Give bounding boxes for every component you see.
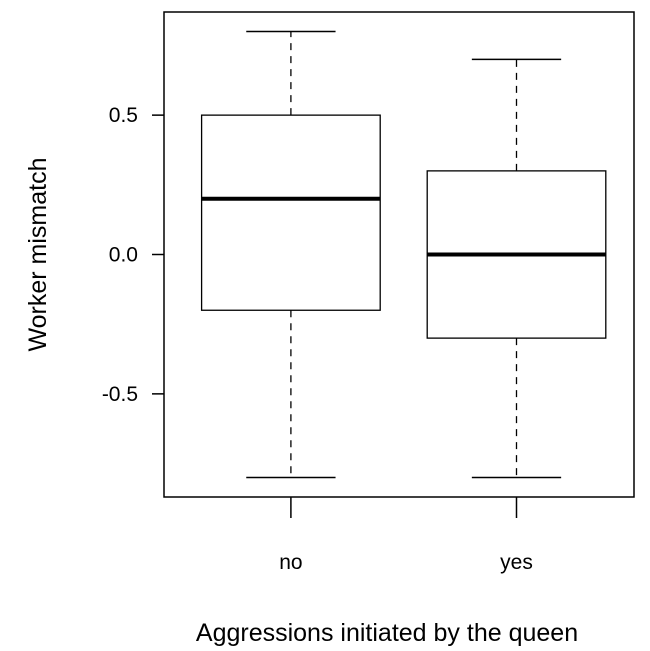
- x-tick-label: yes: [500, 551, 533, 574]
- x-axis: no yes: [279, 497, 533, 574]
- x-axis-title: Aggressions initiated by the queen: [196, 619, 578, 647]
- box-group-no: [200, 30, 381, 479]
- boxes-layer: [200, 30, 607, 479]
- y-tick-label: -0.5: [102, 383, 138, 406]
- y-axis: -0.5 0.0 0.5: [102, 104, 164, 406]
- x-tick-label: no: [279, 551, 302, 574]
- box-iqr: [200, 114, 381, 311]
- y-tick-label: 0.0: [109, 244, 138, 267]
- y-axis-title: Worker mismatch: [24, 157, 52, 351]
- box-group-yes: [426, 58, 607, 479]
- y-tick-label: 0.5: [109, 104, 138, 127]
